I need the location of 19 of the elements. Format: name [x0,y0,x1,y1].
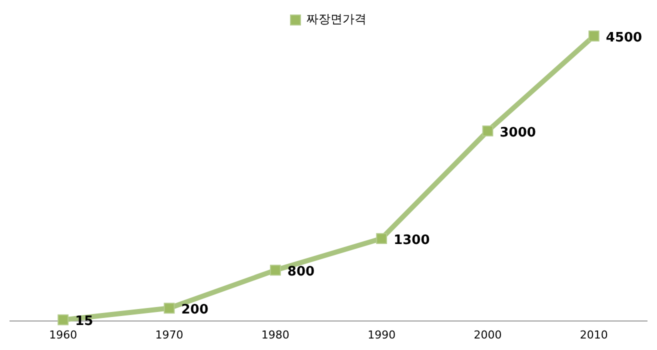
point [588,30,600,42]
legend-label: 짜장면가격 [306,12,366,26]
point [164,302,175,314]
data-label: 4500 [606,30,642,46]
data-label: 800 [287,264,315,280]
x-tick-label: 1990 [368,328,396,342]
x-tick-label: 1970 [155,328,184,342]
data-label: 200 [181,302,208,318]
x-tick-label: 1960 [49,328,78,342]
data-label: 1300 [394,232,430,248]
point [270,264,281,276]
data-label: 15 [75,314,94,330]
point [482,125,494,136]
x-tick-label: 2010 [580,328,608,342]
point [58,314,69,326]
data-label: 3000 [500,125,536,140]
x-tick-label: 1980 [261,328,290,342]
point [376,233,388,244]
x-tick-label: 2000 [474,328,502,342]
